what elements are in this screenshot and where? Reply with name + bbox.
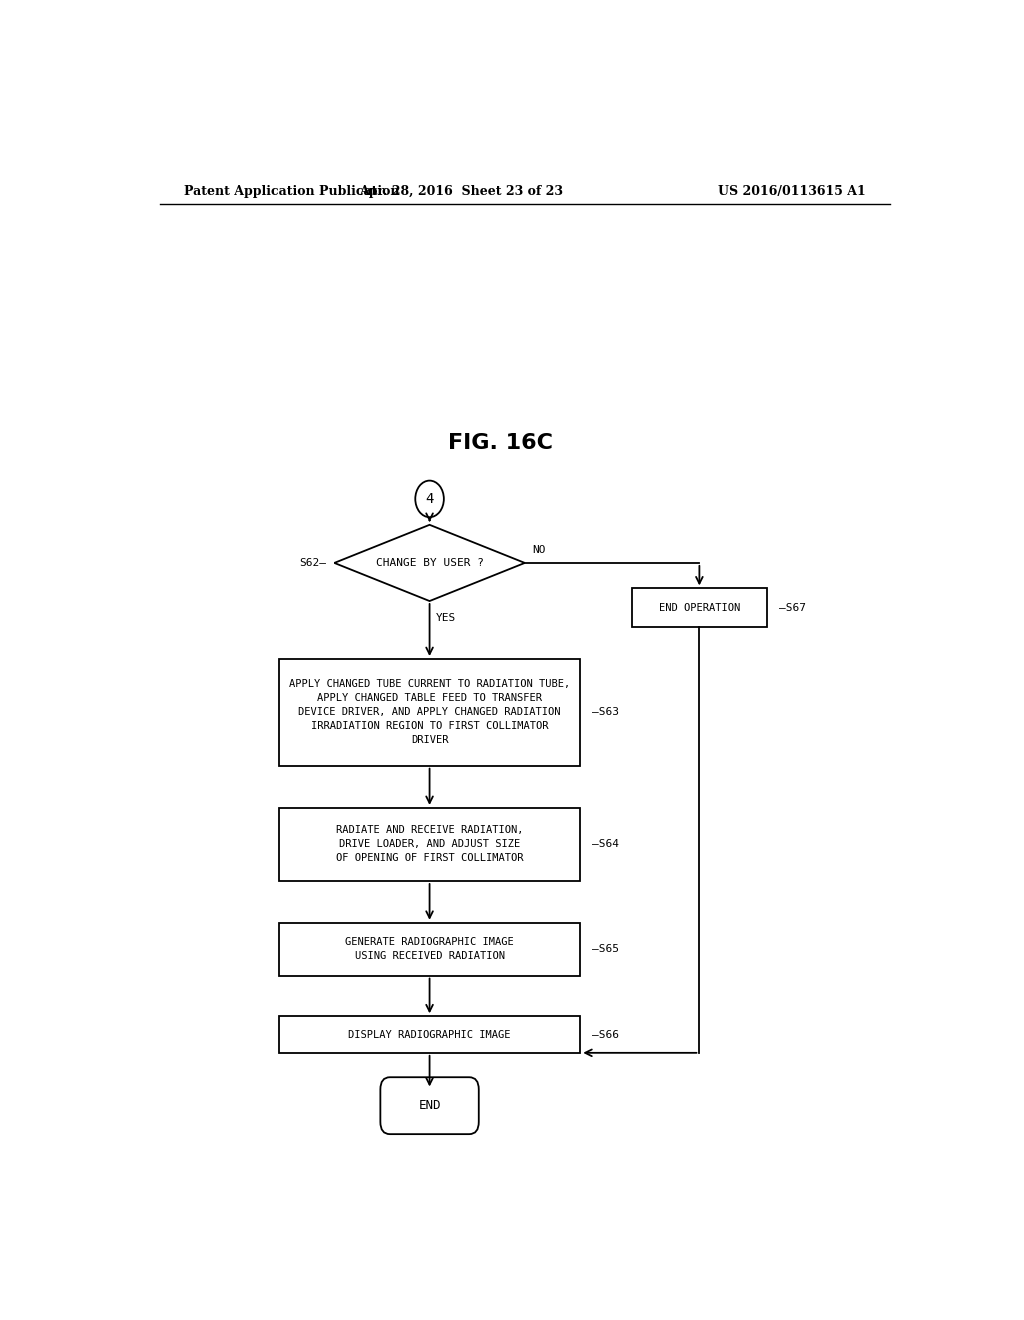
Text: NO: NO — [532, 545, 546, 554]
FancyBboxPatch shape — [380, 1077, 479, 1134]
Text: DISPLAY RADIOGRAPHIC IMAGE: DISPLAY RADIOGRAPHIC IMAGE — [348, 1030, 511, 1040]
Text: 4: 4 — [425, 492, 434, 506]
Text: —S64: —S64 — [592, 840, 620, 850]
FancyBboxPatch shape — [632, 589, 767, 627]
Text: S62—: S62— — [299, 558, 327, 568]
Text: Patent Application Publication: Patent Application Publication — [183, 185, 399, 198]
Text: —S67: —S67 — [778, 603, 806, 612]
FancyBboxPatch shape — [279, 923, 581, 975]
Polygon shape — [334, 525, 524, 601]
Text: END OPERATION: END OPERATION — [658, 603, 740, 612]
FancyBboxPatch shape — [279, 1016, 581, 1053]
Text: GENERATE RADIOGRAPHIC IMAGE
USING RECEIVED RADIATION: GENERATE RADIOGRAPHIC IMAGE USING RECEIV… — [345, 937, 514, 961]
Text: YES: YES — [436, 614, 456, 623]
FancyBboxPatch shape — [279, 808, 581, 880]
Text: US 2016/0113615 A1: US 2016/0113615 A1 — [718, 185, 866, 198]
Circle shape — [416, 480, 443, 517]
Text: Apr. 28, 2016  Sheet 23 of 23: Apr. 28, 2016 Sheet 23 of 23 — [359, 185, 563, 198]
Text: APPLY CHANGED TUBE CURRENT TO RADIATION TUBE,
APPLY CHANGED TABLE FEED TO TRANSF: APPLY CHANGED TUBE CURRENT TO RADIATION … — [289, 680, 570, 746]
Text: FIG. 16C: FIG. 16C — [449, 433, 554, 453]
Text: END: END — [419, 1100, 440, 1113]
Text: CHANGE BY USER ?: CHANGE BY USER ? — [376, 558, 483, 568]
Text: —S65: —S65 — [592, 944, 620, 954]
Text: —S66: —S66 — [592, 1030, 620, 1040]
FancyBboxPatch shape — [279, 659, 581, 766]
Text: —S63: —S63 — [592, 708, 620, 717]
Text: RADIATE AND RECEIVE RADIATION,
DRIVE LOADER, AND ADJUST SIZE
OF OPENING OF FIRST: RADIATE AND RECEIVE RADIATION, DRIVE LOA… — [336, 825, 523, 863]
